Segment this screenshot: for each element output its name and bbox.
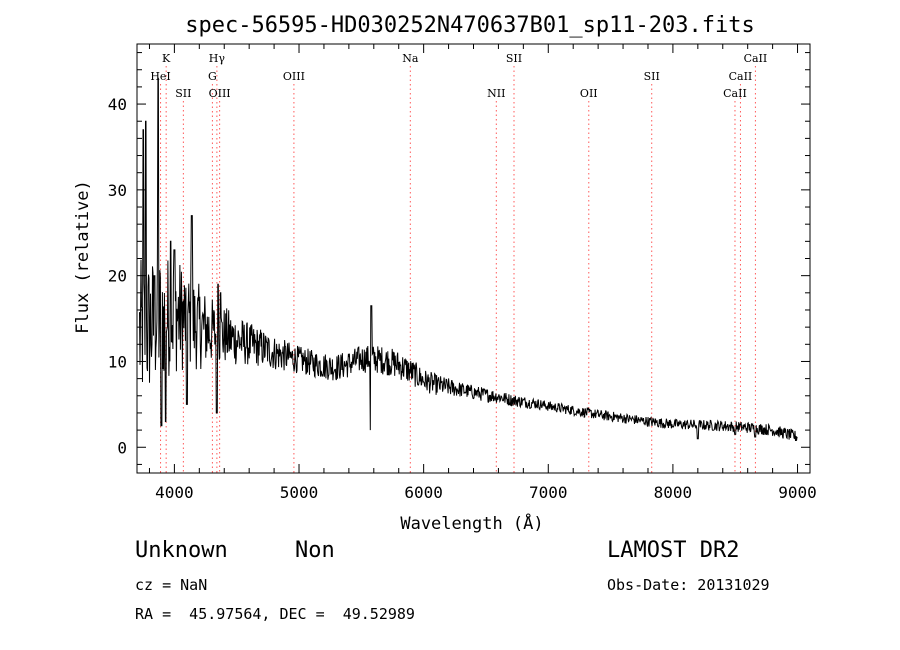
obs-date: Obs-Date: 20131029: [607, 576, 770, 594]
x-tick-label: 7000: [529, 483, 568, 502]
marker-label: OII: [580, 87, 598, 100]
marker-label: HeI: [150, 70, 170, 83]
y-tick-label: 40: [108, 95, 127, 114]
chart-title: spec-56595-HD030252N470637B01_sp11-203.f…: [185, 13, 755, 38]
x-tick-label: 8000: [654, 483, 693, 502]
marker-label: Na: [402, 52, 419, 65]
y-tick-label: 0: [117, 438, 127, 457]
marker-label: CaII: [723, 87, 747, 100]
marker-label: SII: [644, 70, 660, 83]
x-tick-label: 9000: [778, 483, 817, 502]
x-tick-label: 6000: [404, 483, 443, 502]
survey-name: LAMOST DR2: [607, 538, 740, 563]
y-axis: 0 10 20 30 40: [108, 52, 810, 465]
marker-label: OIII: [209, 87, 231, 100]
x-axis-label: Wavelength (Å): [400, 512, 543, 534]
spectral-class: Unknown: [135, 538, 228, 563]
x-tick-label: 4000: [155, 483, 194, 502]
coordinates: RA = 45.97564, DEC = 49.52989: [135, 605, 415, 623]
spectral-subclass: Non: [295, 538, 335, 563]
y-tick-label: 10: [108, 352, 127, 371]
x-axis: 4000 5000 6000 7000 8000 9000: [148, 44, 817, 502]
x-tick-label: 5000: [280, 483, 319, 502]
spectrum-line: [139, 77, 798, 442]
spectral-line-markers: K HeI SII Hγ G OIII OIII Na SII NII OII SII CaII CaII…: [150, 52, 767, 473]
marker-label: NII: [487, 87, 505, 100]
redshift-cz: cz = NaN: [135, 576, 208, 594]
y-tick-label: 20: [108, 267, 127, 286]
marker-label: CaII: [744, 52, 768, 65]
marker-label: OIII: [283, 70, 305, 83]
marker-label: SII: [506, 52, 522, 65]
y-axis-label: Flux (relative): [73, 180, 93, 334]
marker-label: Hγ: [209, 52, 226, 65]
marker-label: K: [162, 52, 171, 65]
plot-frame: [136, 43, 811, 474]
marker-label: CaII: [729, 70, 753, 83]
y-tick-label: 30: [108, 181, 127, 200]
marker-label: SII: [175, 87, 191, 100]
marker-label: G: [208, 70, 217, 83]
